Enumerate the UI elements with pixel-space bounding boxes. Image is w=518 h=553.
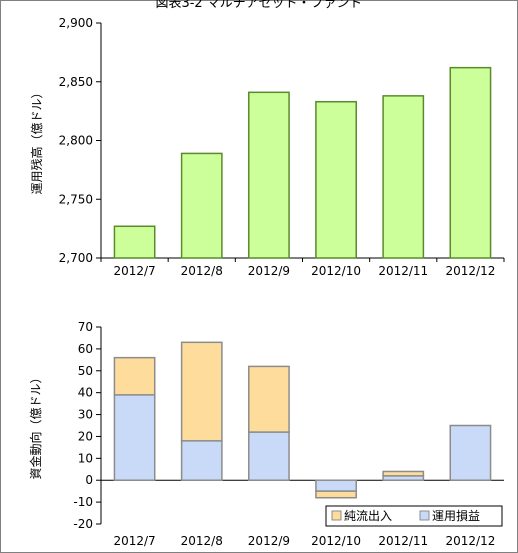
x-tick-label: 2012/12 <box>445 264 495 278</box>
legend <box>325 505 503 527</box>
stacked-bar-segment <box>382 470 425 477</box>
y-tick-label: 2,800 <box>59 134 93 148</box>
stacked-bar-segment <box>248 431 290 481</box>
legend-swatch <box>419 510 430 521</box>
stacked-bar-segment <box>180 440 223 481</box>
y-tick-label: 2,700 <box>59 251 93 265</box>
legend-label: 純流出入 <box>344 509 392 523</box>
stacked-bar-segment <box>180 341 223 442</box>
x-tick-label: 2012/7 <box>113 264 155 278</box>
y-tick-label: 2,750 <box>59 192 93 206</box>
bar <box>315 100 357 259</box>
x-tick-label: 2012/11 <box>378 534 428 548</box>
x-tick-label: 2012/10 <box>311 264 361 278</box>
y-tick-label: 10 <box>78 451 93 465</box>
stacked-bar-segment <box>248 365 290 433</box>
y-tick-label: 70 <box>78 320 93 334</box>
x-tick-label: 2012/12 <box>445 534 495 548</box>
balance-bar-chart: 2,700 2,750 2,800 2,850 2,900 2012/7 2012/8 201… <box>29 16 505 278</box>
y-tick-label: 20 <box>78 429 93 443</box>
legend-label: 運用損益 <box>432 508 480 523</box>
figure-title: 図表3-2 マルチアセット・ファンド <box>155 0 363 11</box>
x-tick-label: 2012/9 <box>248 264 290 278</box>
stacked-bar-segment <box>315 479 357 492</box>
bar <box>449 66 492 259</box>
y-tick-label: -10 <box>73 495 93 509</box>
stacked-bar-segment <box>315 490 357 499</box>
bar <box>180 152 223 259</box>
x-tick-label: 2012/7 <box>113 534 155 548</box>
y-tick-label: 2,900 <box>59 16 93 30</box>
y-axis-label: 運用残高（億ドル） <box>29 86 44 194</box>
legend-swatch <box>331 510 342 521</box>
x-tick-label: 2012/8 <box>181 264 223 278</box>
bar <box>248 91 290 259</box>
y-tick-label: 40 <box>78 386 93 400</box>
y-tick-label: 60 <box>78 342 93 356</box>
bar <box>382 95 425 259</box>
bar <box>113 225 156 259</box>
x-tick-label: 2012/8 <box>181 534 223 548</box>
y-axis-label: 資金動向（億ドル） <box>28 371 43 479</box>
y-tick-label: -20 <box>73 517 93 531</box>
x-tick-label: 2012/11 <box>378 264 428 278</box>
y-tick-label: 2,850 <box>59 75 93 89</box>
stacked-bar-segment <box>113 394 156 481</box>
stacked-bar-segment <box>449 424 492 481</box>
stacked-bar-segment <box>113 356 156 396</box>
y-tick-label: 30 <box>78 408 93 422</box>
y-tick-label: 0 <box>85 473 93 487</box>
x-tick-label: 2012/10 <box>311 534 361 548</box>
x-tick-label: 2012/9 <box>248 534 290 548</box>
y-tick-label: 50 <box>78 364 93 378</box>
